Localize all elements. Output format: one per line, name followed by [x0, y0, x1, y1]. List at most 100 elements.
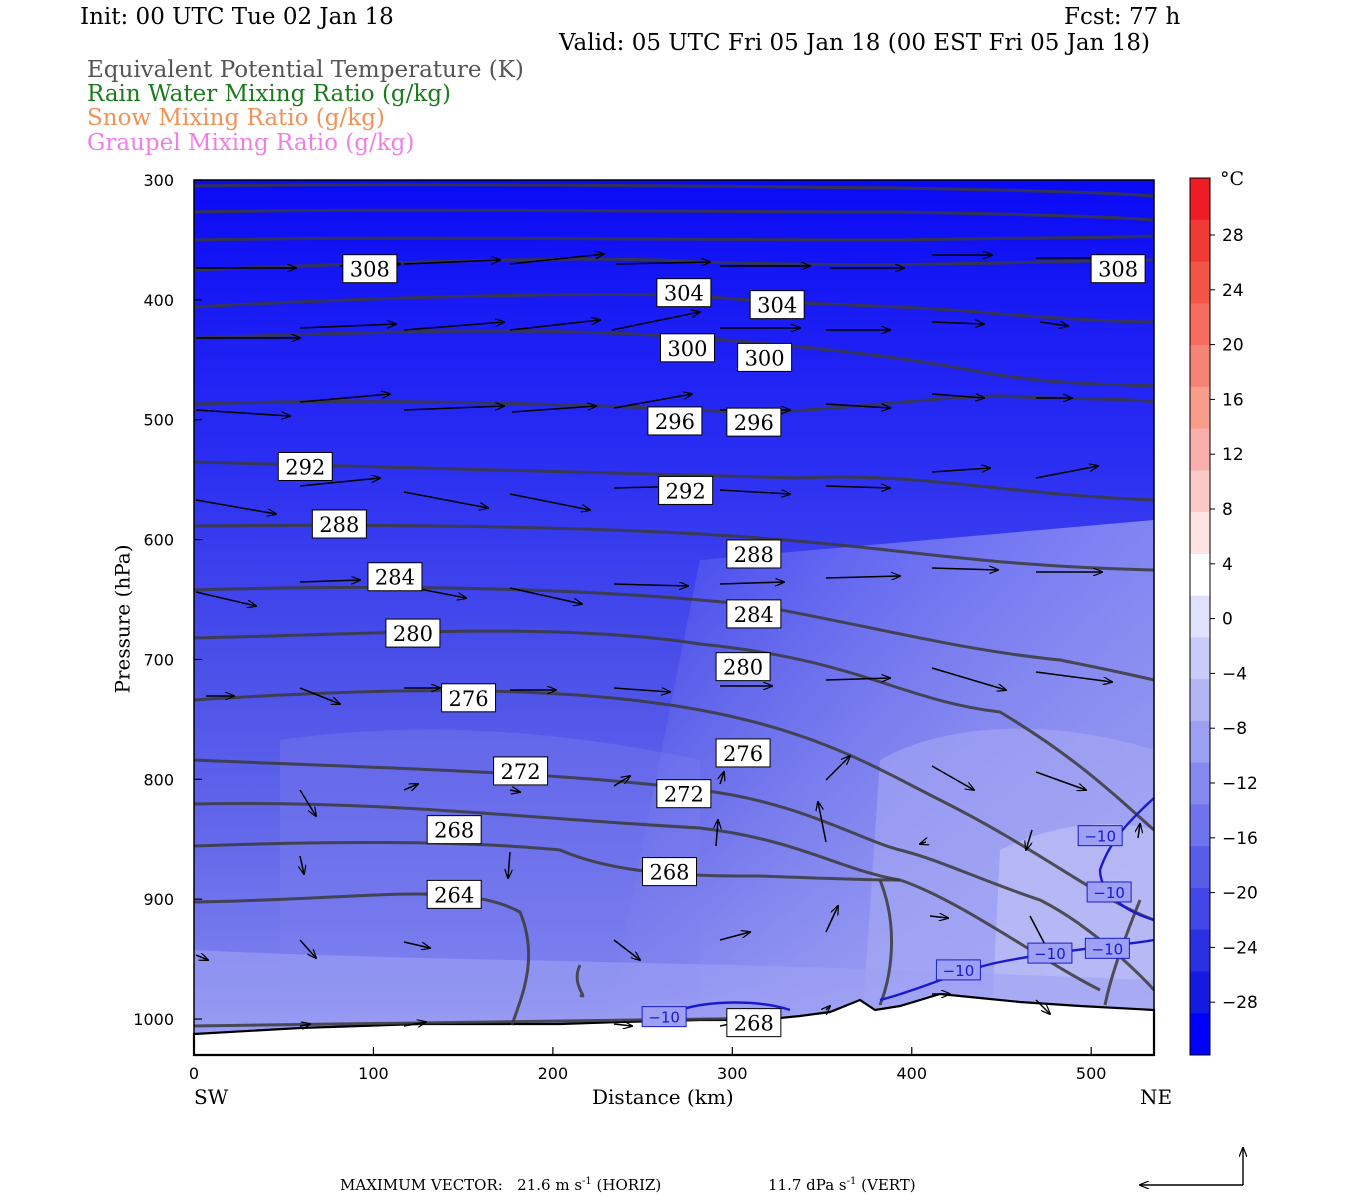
- wind-vector: [818, 802, 827, 843]
- theta-e-label-box: [277, 451, 333, 481]
- theta-e-label: 280: [385, 618, 441, 648]
- theta-e-contour-line: [193, 758, 1156, 992]
- wind-vector: [299, 789, 316, 816]
- theta-e-label: 272: [656, 779, 712, 809]
- theta-e-label-text: 292: [666, 479, 706, 503]
- theta-e-label: 300: [659, 333, 715, 363]
- wind-vector: [613, 584, 688, 586]
- wind-vector: [299, 478, 380, 487]
- wind-vector: [825, 576, 900, 578]
- x-tick-label: 100: [358, 1064, 389, 1083]
- theta-e-label-text: 276: [448, 687, 488, 711]
- theta-e-label-box: [367, 562, 423, 592]
- reference-vector: [1140, 1148, 1243, 1185]
- theta-e-label: 276: [441, 683, 497, 713]
- temperature-contour-line: [679, 1001, 791, 1012]
- theta-e-label: 296: [726, 407, 782, 437]
- temperature-label-box: [1086, 881, 1132, 903]
- horiz-unit: (HORIZ): [596, 1176, 662, 1194]
- theta-e-label-box: [426, 879, 482, 909]
- y-axis-title: Pressure (hPa): [110, 544, 135, 694]
- wind-vector: [611, 312, 700, 331]
- temperature-label: −10: [1077, 825, 1123, 847]
- x-tick-label: 0: [189, 1064, 199, 1083]
- colorbar-swatch: [1190, 887, 1210, 931]
- wind-vector: [403, 784, 418, 790]
- x-tick-label: 400: [896, 1064, 927, 1083]
- theta-e-label: 288: [726, 539, 782, 569]
- wind-vector: [403, 941, 430, 948]
- wind-vector: [299, 580, 360, 582]
- vert-unit: (VERT): [861, 1176, 916, 1194]
- wind-vector: [613, 776, 630, 787]
- colorbar-swatch: [1190, 929, 1210, 972]
- left-end-label: SW: [194, 1085, 229, 1109]
- wind-vector: [1138, 824, 1140, 839]
- theta-e-label: 292: [658, 475, 714, 505]
- wind-vector: [509, 790, 520, 792]
- theta-e-label: 288: [311, 509, 367, 539]
- theta-e-label-box: [426, 815, 482, 845]
- theta-e-label-text: 304: [757, 294, 797, 318]
- temperature-label-text: −10: [1092, 940, 1124, 958]
- colorbar-swatch: [1190, 762, 1210, 805]
- colorbar-swatch: [1190, 219, 1210, 263]
- theta-e-label-text: 288: [734, 543, 774, 567]
- theta-e-label-box: [441, 683, 497, 713]
- colorbar-swatch: [1190, 595, 1210, 638]
- wind-vector: [931, 393, 984, 398]
- wind-vector: [509, 254, 604, 265]
- colorbar-swatch: [1190, 261, 1210, 304]
- temperature-label-text: −10: [1034, 945, 1066, 963]
- theta-e-label-box: [749, 290, 805, 320]
- colorbar-tick-label: −16: [1222, 829, 1258, 849]
- theta-e-label-text: 300: [745, 346, 785, 370]
- axes: 0 100 200 300 400 500 300 400 500 600 700 800 900 100…: [133, 171, 1106, 1083]
- wind-vectors: [195, 254, 1140, 1026]
- theta-e-label: 276: [715, 738, 771, 768]
- theta-e-label-box: [737, 342, 793, 372]
- wind-vector: [825, 678, 890, 680]
- temperature-label-box: [1084, 937, 1130, 959]
- wind-vector: [1035, 771, 1086, 790]
- colorbar-tick-label: 20: [1222, 336, 1244, 356]
- x-tick-label: 500: [1076, 1064, 1107, 1083]
- theta-e-label-text: 296: [734, 411, 774, 435]
- theta-e-label-text: 284: [734, 603, 774, 627]
- wind-vector: [825, 403, 890, 408]
- theta-e-label-text: 272: [501, 760, 541, 784]
- colorbar-swatch: [1190, 720, 1210, 764]
- wind-vector: [613, 939, 640, 960]
- theta-e-label-box: [311, 509, 367, 539]
- x-tick-label: 300: [717, 1064, 748, 1083]
- wind-vector: [299, 324, 396, 329]
- wind-vector: [509, 493, 590, 510]
- theta-e-contour-line: [193, 183, 1155, 198]
- wind-vector: [719, 489, 790, 494]
- theta-e-contour-line: [193, 234, 1155, 242]
- colorbar-swatch: [1190, 971, 1210, 1014]
- wind-vector: [1039, 322, 1068, 326]
- wind-vector: [508, 851, 510, 878]
- theta-e-label-text: 300: [667, 337, 707, 361]
- wind-vector: [195, 409, 290, 416]
- colorbar-swatch: [1190, 553, 1210, 597]
- wind-vector: [299, 687, 340, 704]
- y-tick-label: 500: [143, 411, 174, 430]
- theta-e-label-text: 288: [319, 513, 359, 537]
- wind-vector: [719, 582, 784, 584]
- colorbar-tick-label: 28: [1222, 226, 1244, 246]
- legend-rain: Rain Water Mixing Ratio (g/kg): [87, 81, 452, 107]
- theta-e-label: 284: [726, 599, 782, 629]
- wind-vector: [403, 1022, 426, 1026]
- theta-e-contour-line: [193, 841, 901, 882]
- wind-vector: [300, 855, 304, 874]
- init-time: Init: 00 UTC Tue 02 Jan 18: [80, 4, 394, 30]
- wind-vector: [825, 756, 850, 781]
- wind-vector: [613, 687, 670, 692]
- temperature-label: −10: [1086, 881, 1132, 903]
- wind-vector: [195, 499, 276, 514]
- temperature-label-text: −10: [1093, 884, 1125, 902]
- theta-e-label-text: 264: [434, 883, 474, 907]
